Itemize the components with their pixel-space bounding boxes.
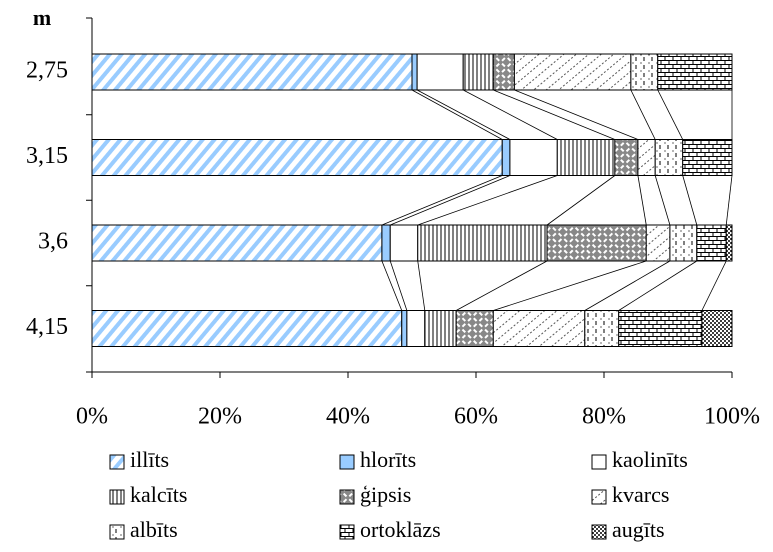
legend-swatch	[591, 524, 607, 540]
connector	[630, 89, 656, 140]
legend-swatch	[339, 454, 355, 470]
bar-segment	[725, 224, 733, 262]
bar-segment	[630, 53, 659, 91]
legend-swatch	[109, 524, 125, 540]
legend-swatch	[109, 489, 125, 505]
connector	[584, 260, 671, 311]
bar-segment	[509, 139, 558, 176]
y-axis-label: m	[33, 5, 51, 30]
bar-segment	[91, 53, 413, 91]
connector	[618, 260, 698, 311]
connector	[381, 260, 403, 311]
y-tick-label: 2,75	[26, 58, 68, 84]
connector	[463, 89, 558, 140]
connector	[493, 89, 616, 140]
legend-label: ģipsis	[360, 482, 411, 507]
y-tick-label: 4,15	[26, 314, 68, 340]
bar-segment	[614, 139, 639, 176]
bar-segment	[654, 139, 684, 176]
bar-segment	[546, 224, 647, 262]
bar-segment	[389, 224, 419, 262]
bar-segment	[669, 224, 698, 262]
bar-segment	[424, 310, 457, 347]
x-tick-label: 0%	[76, 404, 108, 430]
legend-label: kalcīts	[130, 482, 187, 507]
bar-segment	[91, 310, 403, 347]
x-tick-label: 80%	[582, 404, 626, 430]
connector	[637, 175, 647, 226]
bar-segment	[455, 310, 494, 347]
connector	[389, 260, 408, 311]
bar-segment	[513, 53, 632, 91]
legend-label: ortoklāzs	[360, 517, 441, 542]
x-tick-label: 40%	[326, 404, 370, 430]
connector	[390, 175, 511, 226]
connector	[682, 175, 698, 226]
x-tick-label: 60%	[454, 404, 498, 430]
y-tick-label: 3,6	[38, 229, 68, 255]
bar-segment	[406, 310, 426, 347]
connector	[546, 175, 616, 226]
legend-label: albīts	[130, 517, 178, 542]
y-tick-label: 3,15	[26, 143, 68, 169]
connector	[416, 89, 511, 140]
bar-segment	[645, 224, 671, 262]
bar-segment	[556, 139, 616, 176]
legend-swatch	[591, 489, 607, 505]
bar-segment	[696, 224, 727, 262]
legend-label: augīts	[612, 517, 665, 542]
connector	[701, 260, 727, 311]
legend-swatch	[339, 524, 355, 540]
legend-label: kvarcs	[612, 482, 669, 507]
connector	[455, 260, 548, 311]
bar-segment	[618, 310, 703, 347]
bar-segment	[91, 139, 503, 176]
x-tick-label: 20%	[198, 404, 242, 430]
bar-segment	[91, 224, 383, 262]
bar-segment	[462, 53, 494, 91]
connector	[381, 175, 503, 226]
connector	[725, 175, 733, 226]
x-tick-label: 100%	[704, 404, 760, 430]
bar-segment	[492, 53, 515, 91]
bar-segment	[657, 53, 733, 91]
legend-swatch	[109, 454, 125, 470]
legend-label: hlorīts	[360, 447, 416, 472]
connector	[411, 89, 503, 140]
bar-segment	[501, 139, 511, 176]
bar-segment	[401, 310, 408, 347]
legend-swatch	[339, 489, 355, 505]
bar-segment	[637, 139, 656, 176]
connector	[417, 260, 426, 311]
legend-label: illīts	[130, 447, 169, 472]
bar-segment	[682, 139, 733, 176]
bar-segment	[417, 224, 548, 262]
connector	[493, 260, 647, 311]
bar-segment	[584, 310, 620, 347]
legend-label: kaolinīts	[612, 447, 688, 472]
bar-segment	[411, 53, 418, 91]
connector	[417, 175, 558, 226]
connector	[514, 89, 639, 140]
legend-swatch	[591, 454, 607, 470]
connector	[654, 175, 671, 226]
connector	[657, 89, 684, 140]
bar-segment	[492, 310, 586, 347]
bar-segment	[701, 310, 733, 347]
bar-segment	[381, 224, 391, 262]
bar-segment	[416, 53, 464, 91]
